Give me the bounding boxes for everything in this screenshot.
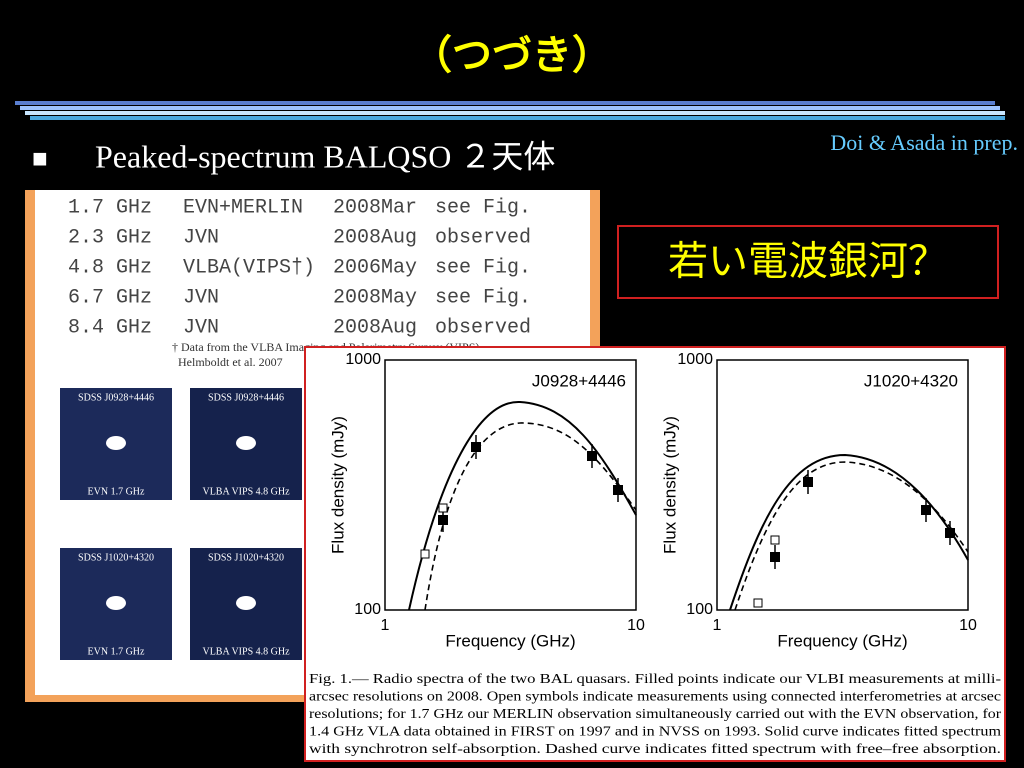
table-cell: observed <box>435 316 531 339</box>
figure-caption: resolutions; for 1.7 GHz our MERLIN obse… <box>309 706 1002 721</box>
source-blob <box>236 436 256 450</box>
table-cell: VLBA(VIPS†) <box>183 256 315 279</box>
vlbi-point <box>613 485 623 495</box>
connected-point <box>438 503 448 513</box>
table-cell: observed <box>435 226 531 249</box>
y-axis-label: Flux density (mJy) <box>660 416 679 554</box>
vlbi-point <box>587 451 597 461</box>
connected-point <box>770 535 780 545</box>
table-cell: JVN <box>183 226 219 249</box>
thumbnail-label: VLBA VIPS 4.8 GHz <box>202 486 290 497</box>
table-cell: see Fig. <box>435 286 531 309</box>
x-axis-label: Frequency (GHz) <box>445 631 575 650</box>
table-cell: 2006May <box>333 256 417 279</box>
source-blob <box>106 596 126 610</box>
vlbi-point <box>803 477 813 487</box>
plot-frame <box>716 359 969 611</box>
figure-caption: 1.4 GHz VLA data obtained in FIRST on 19… <box>309 724 1002 739</box>
connected-point <box>420 549 430 559</box>
thumbnail-label: EVN 1.7 GHz <box>88 646 145 657</box>
connected-point <box>753 598 763 608</box>
figure-caption: with synchrotron self-absorption. Dashed… <box>309 741 1001 756</box>
table-cell: JVN <box>183 316 219 339</box>
x-tick-label: 1 <box>713 617 722 634</box>
vlbi-point <box>770 552 780 562</box>
ffa-curve <box>734 461 969 611</box>
y-tick-label: 100 <box>354 601 381 618</box>
thumbnail-source: SDSS J0928+4446 <box>78 392 154 403</box>
plot-frame <box>384 359 637 611</box>
source-blob <box>106 436 126 450</box>
y-tick-label: 100 <box>686 601 713 618</box>
x-tick-label: 10 <box>627 617 645 634</box>
plot-name: J0928+4446 <box>532 371 626 390</box>
table-cell: 2008Aug <box>333 226 417 249</box>
plot-name: J1020+4320 <box>864 371 958 390</box>
figure-caption: arcsec resolutions on 2008. Open symbols… <box>309 689 1001 704</box>
bullet-marker: ■ <box>32 143 48 173</box>
table-cell: 1.7 GHz <box>68 196 152 219</box>
y-axis-label: Flux density (mJy) <box>328 416 347 554</box>
ssa-curve <box>408 400 637 611</box>
vlbi-point <box>921 505 931 515</box>
callout-box <box>617 225 999 299</box>
thumbnail-source: SDSS J1020+4320 <box>208 552 284 563</box>
thumbnail-label: EVN 1.7 GHz <box>88 486 145 497</box>
table-cell: see Fig. <box>435 256 531 279</box>
table-cell: see Fig. <box>435 196 531 219</box>
table-cell: 2008Mar <box>333 196 417 219</box>
bullet-text: Peaked-spectrum BALQSO ２天体 <box>95 138 555 174</box>
x-axis-label: Frequency (GHz) <box>777 631 907 650</box>
y-tick-label: 1000 <box>677 351 713 368</box>
table-cell: JVN <box>183 286 219 309</box>
thumbnail-source: SDSS J0928+4446 <box>208 392 284 403</box>
table-cell: 6.7 GHz <box>68 286 152 309</box>
vlbi-point <box>438 515 448 525</box>
vlbi-point <box>945 528 955 538</box>
source-blob <box>236 596 256 610</box>
thumbnail-label: VLBA VIPS 4.8 GHz <box>202 646 290 657</box>
x-tick-label: 10 <box>959 617 977 634</box>
table-cell: 2008May <box>333 286 417 309</box>
credit: Doi & Asada in prep. <box>830 130 1018 155</box>
table-cell: 4.8 GHz <box>68 256 152 279</box>
table-footnote: Helmboldt et al. 2007 <box>178 355 283 369</box>
title-rule <box>15 101 1005 120</box>
callout: 若い電波銀河？ <box>668 240 948 284</box>
y-tick-label: 1000 <box>345 351 381 368</box>
table-cell: 2.3 GHz <box>68 226 152 249</box>
x-tick-label: 1 <box>381 617 390 634</box>
table-cell: 8.4 GHz <box>68 316 152 339</box>
slide-title: （つづき） <box>412 34 612 78</box>
vlbi-point <box>471 442 481 452</box>
table-cell: 2008Aug <box>333 316 417 339</box>
table-cell: EVN+MERLIN <box>183 196 303 219</box>
thumbnail-source: SDSS J1020+4320 <box>78 552 154 563</box>
figure-caption: Fig. 1.— Radio spectra of the two BAL qu… <box>309 671 1001 686</box>
